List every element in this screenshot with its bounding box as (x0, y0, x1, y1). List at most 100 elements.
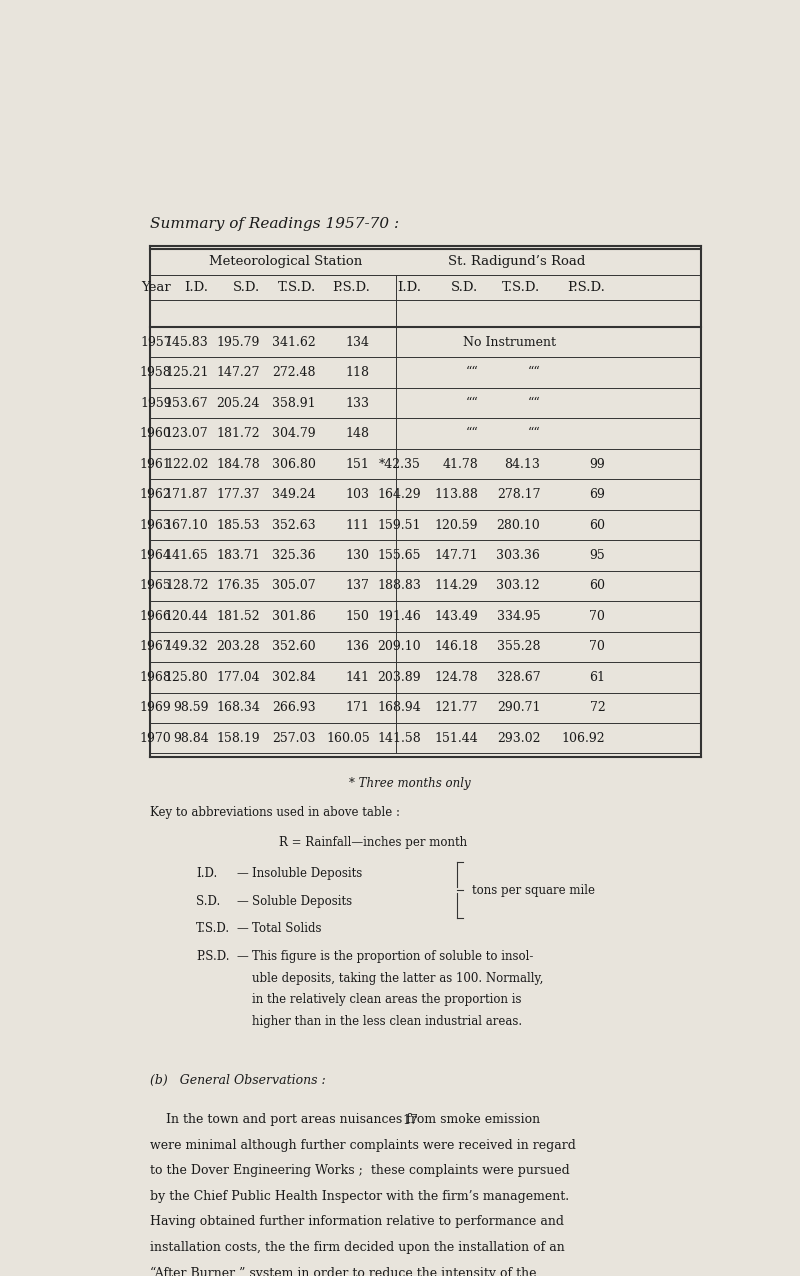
Text: 1970: 1970 (140, 731, 172, 745)
Text: 341.62: 341.62 (272, 336, 316, 348)
Text: Insoluble Deposits: Insoluble Deposits (252, 868, 362, 880)
Text: 123.07: 123.07 (165, 427, 209, 440)
Text: I.D.: I.D. (196, 868, 218, 880)
Text: In the town and port areas nuisances from smoke emission: In the town and port areas nuisances fro… (150, 1113, 540, 1125)
Text: 209.10: 209.10 (378, 641, 421, 653)
Text: 1959: 1959 (140, 397, 172, 410)
Text: ““: ““ (466, 427, 478, 440)
Text: 1960: 1960 (140, 427, 172, 440)
Text: 303.12: 303.12 (497, 579, 540, 592)
Text: 188.83: 188.83 (378, 579, 421, 592)
Text: T.S.D.: T.S.D. (278, 281, 316, 293)
Text: 176.35: 176.35 (216, 579, 260, 592)
Text: 1964: 1964 (140, 549, 172, 561)
Text: 137: 137 (346, 579, 370, 592)
Text: 355.28: 355.28 (497, 641, 540, 653)
Text: tons per square mile: tons per square mile (472, 883, 595, 897)
Text: 141.58: 141.58 (378, 731, 421, 745)
Text: 125.80: 125.80 (165, 671, 209, 684)
Text: —: — (237, 949, 248, 963)
Text: 136: 136 (346, 641, 370, 653)
Text: ““: ““ (527, 427, 540, 440)
Text: Meteorological Station: Meteorological Station (210, 255, 362, 268)
Text: ““: ““ (466, 397, 478, 410)
Text: This figure is the proportion of soluble to insol-: This figure is the proportion of soluble… (252, 949, 534, 963)
Text: 111: 111 (346, 518, 370, 532)
Text: 325.36: 325.36 (272, 549, 316, 561)
Text: No Instrument: No Instrument (462, 336, 556, 348)
Text: S.D.: S.D. (451, 281, 478, 293)
Text: 1969: 1969 (140, 702, 172, 715)
Text: 17: 17 (402, 1114, 418, 1127)
Text: Having obtained further information relative to performance and: Having obtained further information rela… (150, 1215, 563, 1229)
Text: 352.63: 352.63 (272, 518, 316, 532)
Text: 306.80: 306.80 (272, 458, 316, 471)
Text: 106.92: 106.92 (562, 731, 606, 745)
Text: 303.36: 303.36 (496, 549, 540, 561)
Text: uble deposits, taking the latter as 100. Normally,: uble deposits, taking the latter as 100.… (252, 971, 543, 985)
Text: Key to abbreviations used in above table :: Key to abbreviations used in above table… (150, 806, 400, 819)
Text: 1966: 1966 (140, 610, 172, 623)
Text: St. Radigund’s Road: St. Radigund’s Road (448, 255, 585, 268)
Text: 145.83: 145.83 (165, 336, 209, 348)
Text: 1963: 1963 (140, 518, 172, 532)
Text: (b)   General Observations :: (b) General Observations : (150, 1073, 326, 1087)
Text: 147.27: 147.27 (217, 366, 260, 379)
Text: in the relatively clean areas the proportion is: in the relatively clean areas the propor… (252, 993, 522, 1007)
Text: I.D.: I.D. (397, 281, 421, 293)
Text: 124.78: 124.78 (434, 671, 478, 684)
Text: 185.53: 185.53 (216, 518, 260, 532)
Text: 171.87: 171.87 (165, 487, 209, 501)
Text: 103: 103 (346, 487, 370, 501)
Text: —: — (237, 923, 248, 935)
Text: 191.46: 191.46 (378, 610, 421, 623)
Text: 280.10: 280.10 (497, 518, 540, 532)
Text: 70: 70 (590, 641, 606, 653)
Text: 290.71: 290.71 (497, 702, 540, 715)
Text: 203.89: 203.89 (378, 671, 421, 684)
Text: 147.71: 147.71 (434, 549, 478, 561)
Text: Soluble Deposits: Soluble Deposits (252, 894, 352, 909)
Text: 181.52: 181.52 (216, 610, 260, 623)
Text: 99: 99 (590, 458, 606, 471)
Text: 98.59: 98.59 (173, 702, 209, 715)
Text: “After Burner ” system in order to reduce the intensity of the: “After Burner ” system in order to reduc… (150, 1266, 536, 1276)
Text: 133: 133 (346, 397, 370, 410)
Text: 305.07: 305.07 (272, 579, 316, 592)
Text: 60: 60 (590, 518, 606, 532)
Text: 148: 148 (346, 427, 370, 440)
Text: 84.13: 84.13 (504, 458, 540, 471)
Text: 164.29: 164.29 (378, 487, 421, 501)
Text: 125.21: 125.21 (165, 366, 209, 379)
Text: 1968: 1968 (140, 671, 172, 684)
Text: 257.03: 257.03 (272, 731, 316, 745)
Text: 153.67: 153.67 (165, 397, 209, 410)
Text: 72: 72 (590, 702, 606, 715)
Text: 150: 150 (346, 610, 370, 623)
Text: ““: ““ (527, 397, 540, 410)
Text: 69: 69 (590, 487, 606, 501)
Text: 141: 141 (346, 671, 370, 684)
Text: to the Dover Engineering Works ;  these complaints were pursued: to the Dover Engineering Works ; these c… (150, 1164, 570, 1178)
Text: * Three months only: * Three months only (349, 777, 471, 790)
Text: 1958: 1958 (140, 366, 172, 379)
Text: 95: 95 (590, 549, 606, 561)
Text: 98.84: 98.84 (173, 731, 209, 745)
Text: R = Rainfall—inches per month: R = Rainfall—inches per month (278, 836, 467, 849)
Text: 266.93: 266.93 (272, 702, 316, 715)
Text: 141.65: 141.65 (165, 549, 209, 561)
Text: installation costs, the the firm decided upon the installation of an: installation costs, the the firm decided… (150, 1240, 564, 1254)
Text: 1962: 1962 (140, 487, 172, 501)
Text: —: — (237, 868, 248, 880)
Text: P.S.D.: P.S.D. (567, 281, 606, 293)
Text: 167.10: 167.10 (165, 518, 209, 532)
Text: 304.79: 304.79 (272, 427, 316, 440)
Text: ““: ““ (466, 366, 478, 379)
Text: 205.24: 205.24 (217, 397, 260, 410)
Text: 60: 60 (590, 579, 606, 592)
Text: 293.02: 293.02 (497, 731, 540, 745)
Text: 358.91: 358.91 (272, 397, 316, 410)
Text: Total Solids: Total Solids (252, 923, 322, 935)
Text: Year: Year (141, 281, 170, 293)
Text: 120.44: 120.44 (165, 610, 209, 623)
